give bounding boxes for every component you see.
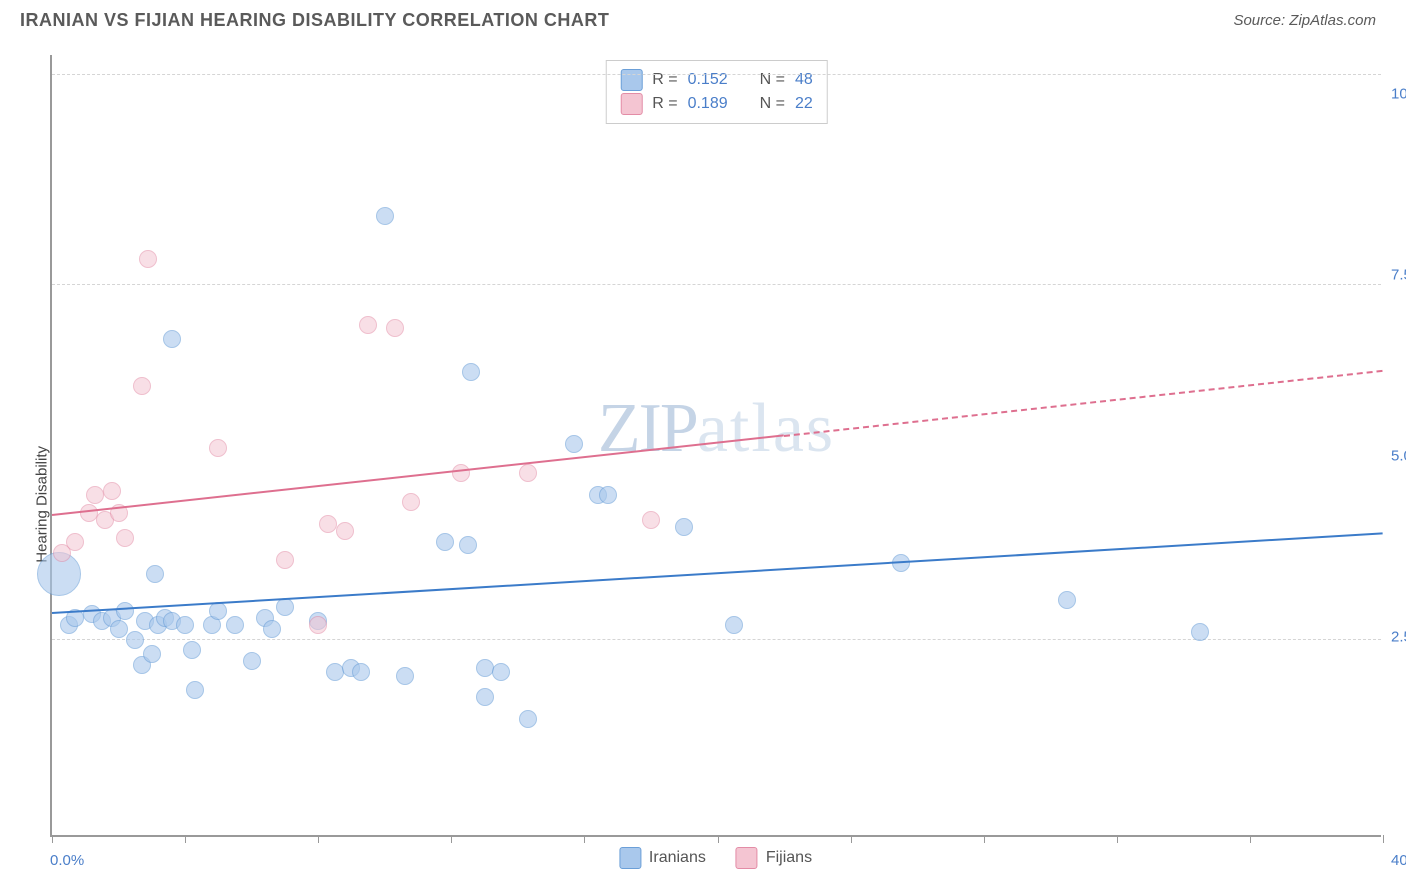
- data-point: [336, 522, 354, 540]
- gridline: [52, 74, 1381, 75]
- data-point: [186, 681, 204, 699]
- r-value: 0.189: [688, 95, 728, 113]
- x-tick: [1383, 835, 1384, 843]
- data-point: [86, 486, 104, 504]
- gridline: [52, 639, 1381, 640]
- chart-header: IRANIAN VS FIJIAN HEARING DISABILITY COR…: [0, 0, 1406, 36]
- legend-series-item: Iranians: [619, 847, 706, 869]
- x-tick: [318, 835, 319, 843]
- y-tick-label: 7.5%: [1391, 266, 1406, 283]
- r-label: R =: [652, 95, 677, 113]
- data-point: [226, 616, 244, 634]
- trend-line: [52, 533, 1383, 615]
- data-point: [459, 536, 477, 554]
- data-point: [476, 688, 494, 706]
- data-point: [599, 486, 617, 504]
- data-point: [1191, 623, 1209, 641]
- x-tick: [52, 835, 53, 843]
- data-point: [276, 598, 294, 616]
- data-point: [462, 363, 480, 381]
- series-name: Iranians: [649, 849, 706, 867]
- data-point: [80, 504, 98, 522]
- y-tick-label: 5.0%: [1391, 447, 1406, 464]
- data-point: [66, 533, 84, 551]
- legend-swatch: [620, 69, 642, 91]
- data-point: [133, 377, 151, 395]
- data-point: [116, 602, 134, 620]
- legend-correlation-row: R = 0.152N = 48: [620, 69, 813, 91]
- data-point: [476, 659, 494, 677]
- gridline: [52, 284, 1381, 285]
- x-axis-min-label: 0.0%: [50, 852, 84, 869]
- y-tick-label: 2.5%: [1391, 628, 1406, 645]
- data-point: [126, 631, 144, 649]
- data-point: [402, 493, 420, 511]
- series-name: Fijians: [766, 849, 812, 867]
- data-point: [139, 250, 157, 268]
- data-point: [103, 482, 121, 500]
- data-point: [352, 663, 370, 681]
- data-point: [209, 439, 227, 457]
- y-axis-label: Hearing Disability: [34, 446, 51, 563]
- watermark: ZIPatlas: [598, 389, 835, 469]
- data-point: [1058, 591, 1076, 609]
- chart-source: Source: ZipAtlas.com: [1233, 12, 1376, 29]
- data-point: [176, 616, 194, 634]
- data-point: [163, 330, 181, 348]
- data-point: [396, 667, 414, 685]
- legend-swatch: [736, 847, 758, 869]
- data-point: [243, 652, 261, 670]
- data-point: [359, 316, 377, 334]
- legend-correlation-box: R = 0.152N = 48 R = 0.189 N = 22: [605, 60, 828, 124]
- n-label: N =: [760, 95, 785, 113]
- x-tick: [851, 835, 852, 843]
- chart-container: Hearing Disability ZIPatlas R = 0.152N =…: [50, 55, 1381, 837]
- x-axis-max-label: 40.0%: [1391, 852, 1406, 869]
- data-point: [519, 464, 537, 482]
- data-point: [309, 616, 327, 634]
- legend-swatch: [620, 93, 642, 115]
- data-point: [146, 565, 164, 583]
- data-point: [116, 529, 134, 547]
- data-point: [319, 515, 337, 533]
- data-point: [376, 207, 394, 225]
- legend-swatch: [619, 847, 641, 869]
- legend-series: Iranians Fijians: [619, 847, 812, 869]
- data-point: [263, 620, 281, 638]
- data-point: [642, 511, 660, 529]
- data-point: [276, 551, 294, 569]
- data-point: [326, 663, 344, 681]
- data-point: [725, 616, 743, 634]
- data-point: [675, 518, 693, 536]
- x-tick: [1250, 835, 1251, 843]
- data-point: [436, 533, 454, 551]
- data-point: [565, 435, 583, 453]
- x-tick: [1117, 835, 1118, 843]
- plot-area: ZIPatlas R = 0.152N = 48R = 0.189N = 22 …: [50, 55, 1381, 837]
- data-point: [452, 464, 470, 482]
- data-point: [492, 663, 510, 681]
- legend-correlation-row: R = 0.189 N = 22: [620, 93, 813, 115]
- x-tick: [718, 835, 719, 843]
- x-tick: [584, 835, 585, 843]
- trend-line: [784, 370, 1383, 437]
- data-point: [386, 319, 404, 337]
- chart-title: IRANIAN VS FIJIAN HEARING DISABILITY COR…: [20, 10, 609, 31]
- y-tick-label: 10.0%: [1391, 85, 1406, 102]
- data-point: [183, 641, 201, 659]
- data-point: [143, 645, 161, 663]
- data-point: [519, 710, 537, 728]
- legend-series-item: Fijians: [736, 847, 812, 869]
- n-value: 22: [795, 95, 813, 113]
- x-tick: [984, 835, 985, 843]
- x-tick: [185, 835, 186, 843]
- data-point: [110, 620, 128, 638]
- x-tick: [451, 835, 452, 843]
